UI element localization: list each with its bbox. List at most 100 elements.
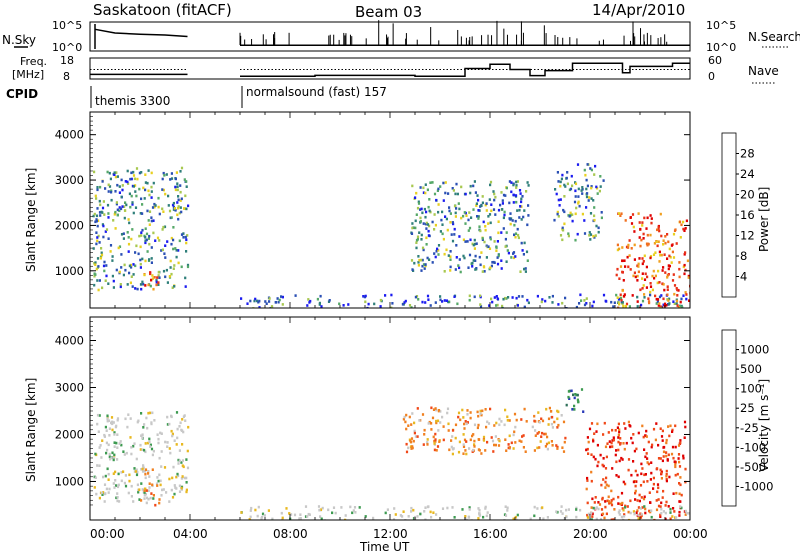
- heatmap-cell: [456, 302, 459, 306]
- heatmap-cell: [145, 489, 148, 492]
- heatmap-cell: [654, 274, 657, 278]
- heatmap-cell: [611, 439, 614, 442]
- heatmap-cell: [173, 264, 176, 267]
- heatmap-cell: [469, 191, 472, 195]
- heatmap-cell: [671, 430, 674, 433]
- heatmap-cell: [540, 435, 543, 438]
- heatmap-cell: [571, 219, 574, 223]
- heatmap-cell: [394, 513, 397, 516]
- heatmap-cell: [472, 433, 475, 436]
- heatmap-cell: [618, 430, 621, 434]
- heatmap-cell: [484, 408, 487, 411]
- heatmap-cell: [144, 227, 147, 230]
- heatmap-cell: [327, 508, 330, 512]
- heatmap-cell: [423, 207, 426, 211]
- heatmap-cell: [575, 393, 578, 397]
- heatmap-cell: [655, 508, 659, 512]
- heatmap-cell: [628, 305, 631, 308]
- heatmap-cell: [141, 436, 144, 439]
- heatmap-cell: [677, 457, 680, 460]
- heatmap-cell: [664, 235, 667, 238]
- heatmap-cell: [512, 447, 515, 450]
- heatmap-cell: [662, 510, 665, 513]
- heatmap-cell: [132, 170, 135, 174]
- heatmap-cell: [618, 509, 621, 512]
- heatmap-cell: [439, 185, 442, 188]
- heatmap-cell: [672, 300, 675, 303]
- heatmap-cell: [134, 470, 137, 473]
- heatmap-cell: [536, 507, 539, 510]
- heatmap-cell: [344, 518, 347, 520]
- heatmap-cell: [638, 221, 641, 224]
- heatmap-cell: [424, 183, 427, 186]
- heatmap-cell: [643, 495, 646, 499]
- heatmap-cell: [516, 513, 519, 517]
- heatmap-cell: [485, 202, 488, 205]
- heatmap-cell: [438, 440, 441, 443]
- heatmap-cell: [181, 464, 184, 467]
- heatmap-cell: [623, 259, 626, 262]
- heatmap-cell: [114, 227, 117, 230]
- heatmap-cell: [170, 236, 173, 240]
- heatmap-cell: [446, 407, 450, 411]
- heatmap-cell: [596, 443, 599, 447]
- heatmap-cell: [623, 295, 626, 298]
- heatmap-cell: [299, 517, 302, 520]
- heatmap-cell: [169, 259, 172, 263]
- heatmap-cell: [507, 443, 510, 446]
- heatmap-cell: [281, 518, 284, 520]
- heatmap-cell: [462, 238, 465, 242]
- heatmap-cell: [481, 409, 484, 413]
- heatmap-cell: [466, 409, 469, 412]
- heatmap-cell: [673, 292, 676, 296]
- heatmap-cell: [454, 436, 457, 440]
- heatmap-cell: [670, 244, 673, 247]
- heatmap-cell: [557, 198, 560, 202]
- heatmap-cell: [95, 231, 98, 234]
- heatmap-cell: [179, 190, 182, 194]
- heatmap-cell: [560, 505, 563, 508]
- heatmap-cell: [587, 440, 590, 444]
- heatmap-cell: [100, 253, 104, 257]
- heatmap-cell: [548, 296, 551, 299]
- heatmap-cell: [106, 414, 109, 418]
- heatmap-cell: [591, 304, 594, 308]
- heatmap-cell: [424, 518, 427, 520]
- heatmap-cell: [583, 232, 587, 235]
- heatmap-cell: [644, 272, 647, 276]
- heatmap-cell: [508, 434, 511, 438]
- heatmap-cell: [107, 478, 110, 481]
- heatmap-cell: [414, 219, 417, 223]
- heatmap-cell: [665, 469, 668, 473]
- heatmap-cell: [96, 279, 99, 282]
- heatmap-cell: [589, 212, 593, 215]
- heatmap-cell: [97, 219, 100, 222]
- heatmap-cell: [425, 236, 428, 240]
- heatmap-cell: [249, 509, 252, 512]
- heatmap-cell: [111, 274, 114, 278]
- heatmap-cell: [435, 513, 438, 516]
- heatmap-cell: [505, 449, 508, 452]
- heatmap-cell: [675, 491, 678, 495]
- heatmap-cell: [128, 192, 131, 196]
- heatmap-cell: [129, 205, 132, 209]
- heatmap-cell: [495, 249, 498, 252]
- heatmap-cell: [174, 185, 177, 189]
- heatmap-cell: [474, 242, 477, 246]
- heatmap-cell: [683, 436, 686, 439]
- heatmap-cell: [493, 443, 496, 447]
- heatmap-cell: [110, 456, 113, 460]
- heatmap-cell: [590, 197, 593, 200]
- heatmap-cell: [662, 446, 665, 449]
- heatmap-cell: [180, 461, 183, 464]
- heatmap-cell: [585, 302, 588, 305]
- heatmap-cell: [424, 191, 427, 195]
- colorbar-tick-label: 8: [740, 249, 747, 263]
- heatmap-cell: [498, 423, 501, 427]
- heatmap-cell: [429, 510, 432, 514]
- heatmap-cell: [417, 255, 420, 258]
- heatmap-cell: [466, 421, 469, 424]
- heatmap-cell: [112, 456, 115, 460]
- heatmap-cell: [658, 295, 662, 299]
- heatmap-cell: [455, 182, 458, 186]
